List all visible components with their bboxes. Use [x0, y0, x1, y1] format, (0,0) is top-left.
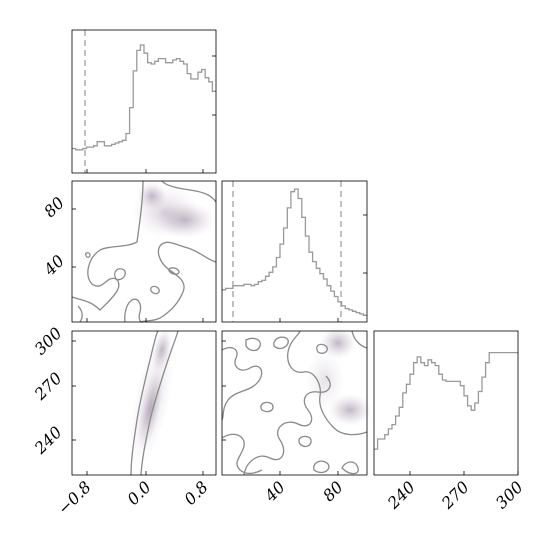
contour-line	[124, 298, 143, 323]
contour-line	[341, 461, 359, 475]
contour-line	[273, 336, 289, 350]
tick-label-x-param1: 80	[319, 477, 347, 505]
contour-line	[287, 330, 368, 436]
tick-label-y-param2: 270	[30, 369, 66, 405]
axes-frame	[71, 330, 217, 476]
histogram-param0	[72, 44, 216, 151]
contour-line	[351, 330, 368, 349]
contour-line	[139, 241, 217, 323]
tick-label-x-param0: 0.8	[180, 477, 211, 508]
contour-line	[114, 268, 126, 281]
tick-label-y-param2: 240	[30, 423, 66, 459]
tick-label-y-param1: 80	[40, 193, 68, 221]
contour-line	[316, 343, 328, 354]
panel-marginal-param0	[71, 29, 217, 174]
contour-line	[84, 252, 91, 258]
panel-2d-param0-param1	[71, 180, 217, 323]
axes-frame	[221, 330, 368, 476]
tick-label-x-param1: 40	[260, 477, 289, 506]
contour-line	[77, 305, 83, 323]
contour-line	[245, 337, 261, 352]
contour-line	[221, 346, 263, 421]
contour-line	[71, 180, 144, 311]
contour-line	[243, 375, 331, 476]
tick-label-x-param0: −0.8	[54, 477, 95, 518]
tick-label-x-param2: 300	[492, 477, 527, 512]
tick-label-x-param2: 240	[383, 477, 419, 513]
contour-line	[161, 180, 217, 203]
contour-line	[140, 330, 179, 476]
tick-label-x-param2: 270	[437, 477, 473, 513]
axes-frame	[71, 180, 217, 323]
axes-frame	[221, 180, 368, 323]
tick-labels: 80 40 300 270 240 −0.8 0.0 0.8 40 80 240…	[30, 193, 527, 518]
tick-label-x-param0: 0.0	[123, 477, 154, 508]
panel-2d-param0-param2	[71, 328, 217, 476]
histogram-param1	[222, 188, 367, 316]
panel-marginal-param1	[221, 180, 368, 323]
contour-line	[221, 433, 263, 475]
tick-label-y-param1: 40	[39, 251, 68, 280]
panel-2d-param1-param2	[221, 327, 372, 476]
contour-line	[298, 435, 312, 448]
contour-line	[130, 330, 159, 476]
contour-line	[313, 460, 330, 474]
contour-line	[260, 401, 274, 413]
contour-line	[150, 285, 160, 295]
tick-label-y-param2: 300	[31, 324, 66, 359]
panel-marginal-param2	[373, 330, 519, 476]
contour-line	[168, 267, 180, 275]
axes-frame	[373, 330, 519, 476]
histogram-param2	[374, 351, 518, 450]
axes-frame	[71, 29, 217, 174]
